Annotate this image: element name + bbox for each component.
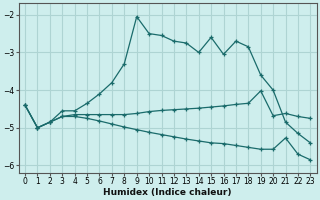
X-axis label: Humidex (Indice chaleur): Humidex (Indice chaleur) (103, 188, 232, 197)
